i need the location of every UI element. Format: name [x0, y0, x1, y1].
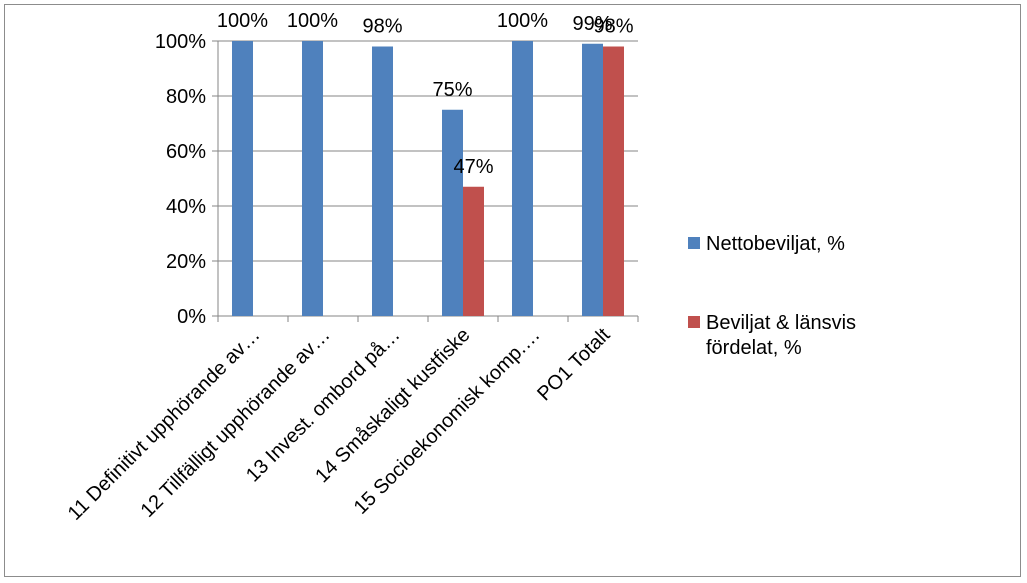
- data-label: 100%: [497, 10, 548, 32]
- bar: [442, 109, 463, 316]
- axes: [212, 40, 639, 322]
- bar: [372, 46, 393, 316]
- legend: Nettobeviljat, % Beviljat & länsvis fördel…: [688, 233, 856, 359]
- y-tick-label: 60%: [166, 141, 206, 163]
- y-tick-label: 100%: [155, 31, 206, 53]
- bar: [603, 46, 624, 316]
- y-tick-label: 80%: [166, 86, 206, 108]
- gridlines: [218, 40, 638, 317]
- bar: [512, 41, 533, 316]
- data-label: 47%: [453, 156, 493, 178]
- bar: [302, 41, 323, 316]
- legend-label: Beviljat & länsvis fördelat, %: [706, 312, 856, 359]
- bars: [232, 41, 624, 316]
- x-tick-label: PO1 Totalt: [533, 324, 615, 406]
- bar: [582, 43, 603, 316]
- y-tick-label: 40%: [166, 196, 206, 218]
- y-tick-label: 0%: [177, 306, 206, 328]
- data-label: 98%: [362, 16, 402, 38]
- data-label: 75%: [432, 79, 472, 101]
- data-label: 99%: [572, 13, 612, 35]
- legend-swatch: [688, 316, 700, 328]
- bar: [463, 186, 484, 316]
- legend-label: Nettobeviljat, %: [706, 233, 845, 255]
- y-tick-label: 20%: [166, 251, 206, 273]
- data-labels: 100% 100% 98% 75% 100% 99% 47% 98%: [217, 10, 634, 178]
- legend-swatch: [688, 237, 700, 249]
- data-label: 100%: [217, 10, 268, 32]
- data-label: 98%: [593, 16, 633, 38]
- data-label: 100%: [287, 10, 338, 32]
- bar: [232, 41, 253, 316]
